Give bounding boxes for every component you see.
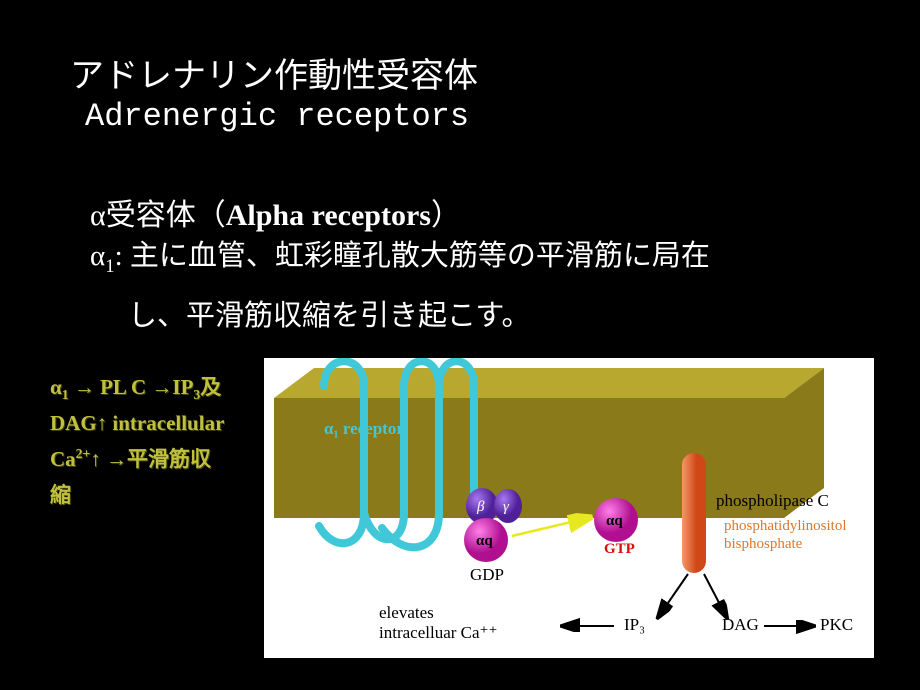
alpha1-subscript: 1 — [105, 256, 114, 277]
pkc-label: PKC — [820, 615, 853, 634]
pw-l4: 縮 — [50, 483, 71, 507]
ip3-label: IP₃ — [624, 615, 645, 634]
alpha-heading: α受容体（Alpha receptors） — [90, 190, 461, 234]
alpha1-description-line2: し、平滑筋収縮を引き起こす。 — [128, 292, 531, 334]
pw-l3b: ↑ →平滑筋収 — [90, 447, 211, 471]
alpha-q1-label: αq — [476, 533, 493, 549]
pip2-label-a: phosphatidylinositol — [724, 518, 847, 534]
membrane-top — [274, 368, 824, 398]
alpha1-text: : 主に血管、虹彩瞳孔散大筋等の平滑筋に局在 — [115, 240, 710, 272]
signaling-diagram: α₁ receptor β γ αq αq GDP GTP phospholip… — [264, 358, 874, 658]
alpha-heading-prefix: α受容体（ — [90, 199, 226, 232]
pathway-text: α1 → PL C →IP3及 DAG↑ intracellular Ca2+↑… — [50, 370, 250, 513]
arrow-dag-icon — [704, 574, 726, 616]
dag-label: DAG — [722, 615, 759, 634]
title-japanese: アドレナリン作動性受容体 — [70, 48, 478, 97]
pip2-label-b: bisphosphate — [724, 536, 803, 552]
alpha-q2-label: αq — [606, 513, 623, 529]
alpha-heading-bold: Alpha receptors — [226, 199, 431, 232]
pw-sub1: 1 — [62, 387, 69, 402]
receptor-label: α₁ receptor — [324, 419, 404, 438]
alpha-heading-suffix: ） — [431, 199, 461, 232]
pw-a: α — [50, 375, 62, 399]
diagram-svg: α₁ receptor β γ αq αq GDP GTP phospholip… — [264, 358, 874, 658]
pw-b: → PL C →IP — [69, 375, 194, 399]
elevates-label-1: elevates — [379, 603, 434, 622]
plc-icon — [682, 453, 706, 573]
pw-c: 及 — [200, 375, 221, 399]
title-english: Adrenergic receptors — [85, 98, 469, 135]
pw-l2: DAG↑ intracellular — [50, 411, 224, 435]
elevates-label-2: intracelluar Ca⁺⁺ — [379, 623, 497, 642]
alpha1-symbol: α — [90, 240, 105, 272]
alpha1-description-line1: α1: 主に血管、虹彩瞳孔散大筋等の平滑筋に局在 — [90, 232, 710, 278]
gdp-label: GDP — [470, 565, 504, 584]
plc-label: phospholipase C — [716, 491, 829, 510]
pw-ca: Ca — [50, 447, 76, 471]
gtp-label: GTP — [604, 541, 635, 557]
arrow-ip3-icon — [659, 574, 688, 616]
beta-label: β — [476, 499, 485, 515]
pw-sup: 2+ — [76, 446, 91, 461]
activation-arrow-icon — [512, 518, 588, 536]
